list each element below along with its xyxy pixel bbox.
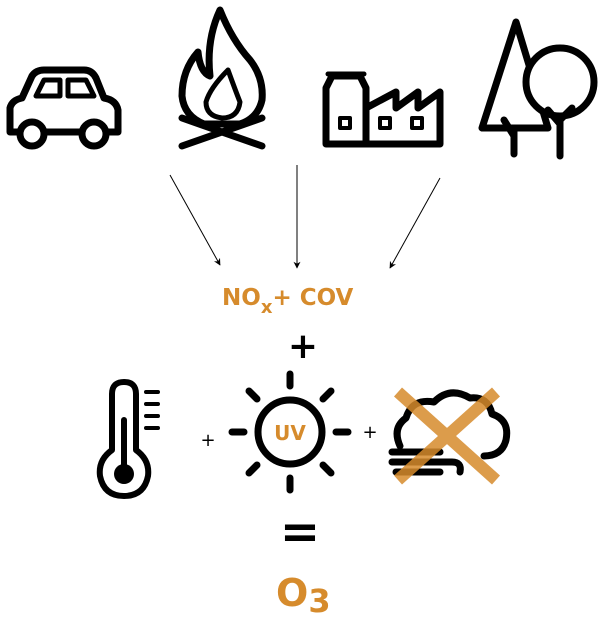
result-main: O (276, 571, 308, 615)
factory-icon (322, 71, 444, 148)
precursor-formula: NOx+ COV (222, 285, 354, 318)
plus-left: + (200, 430, 215, 451)
ozone-formula: O3 (276, 571, 331, 620)
formula-rest: + COV (272, 285, 353, 311)
arrows (169, 165, 441, 269)
cross-out (393, 387, 501, 485)
car-icon (6, 66, 122, 150)
sun-label: UV (274, 421, 306, 445)
plus-right: + (362, 422, 377, 443)
formula-main: NO (222, 285, 261, 311)
trees-icon (478, 18, 598, 160)
plus-big: + (288, 326, 318, 367)
equals-sign: = (280, 504, 320, 560)
thermometer-icon (96, 379, 160, 499)
sun-icon (228, 370, 352, 494)
fire-icon (178, 6, 266, 150)
formula-subscript: x (261, 297, 273, 318)
result-subscript: 3 (308, 582, 330, 620)
